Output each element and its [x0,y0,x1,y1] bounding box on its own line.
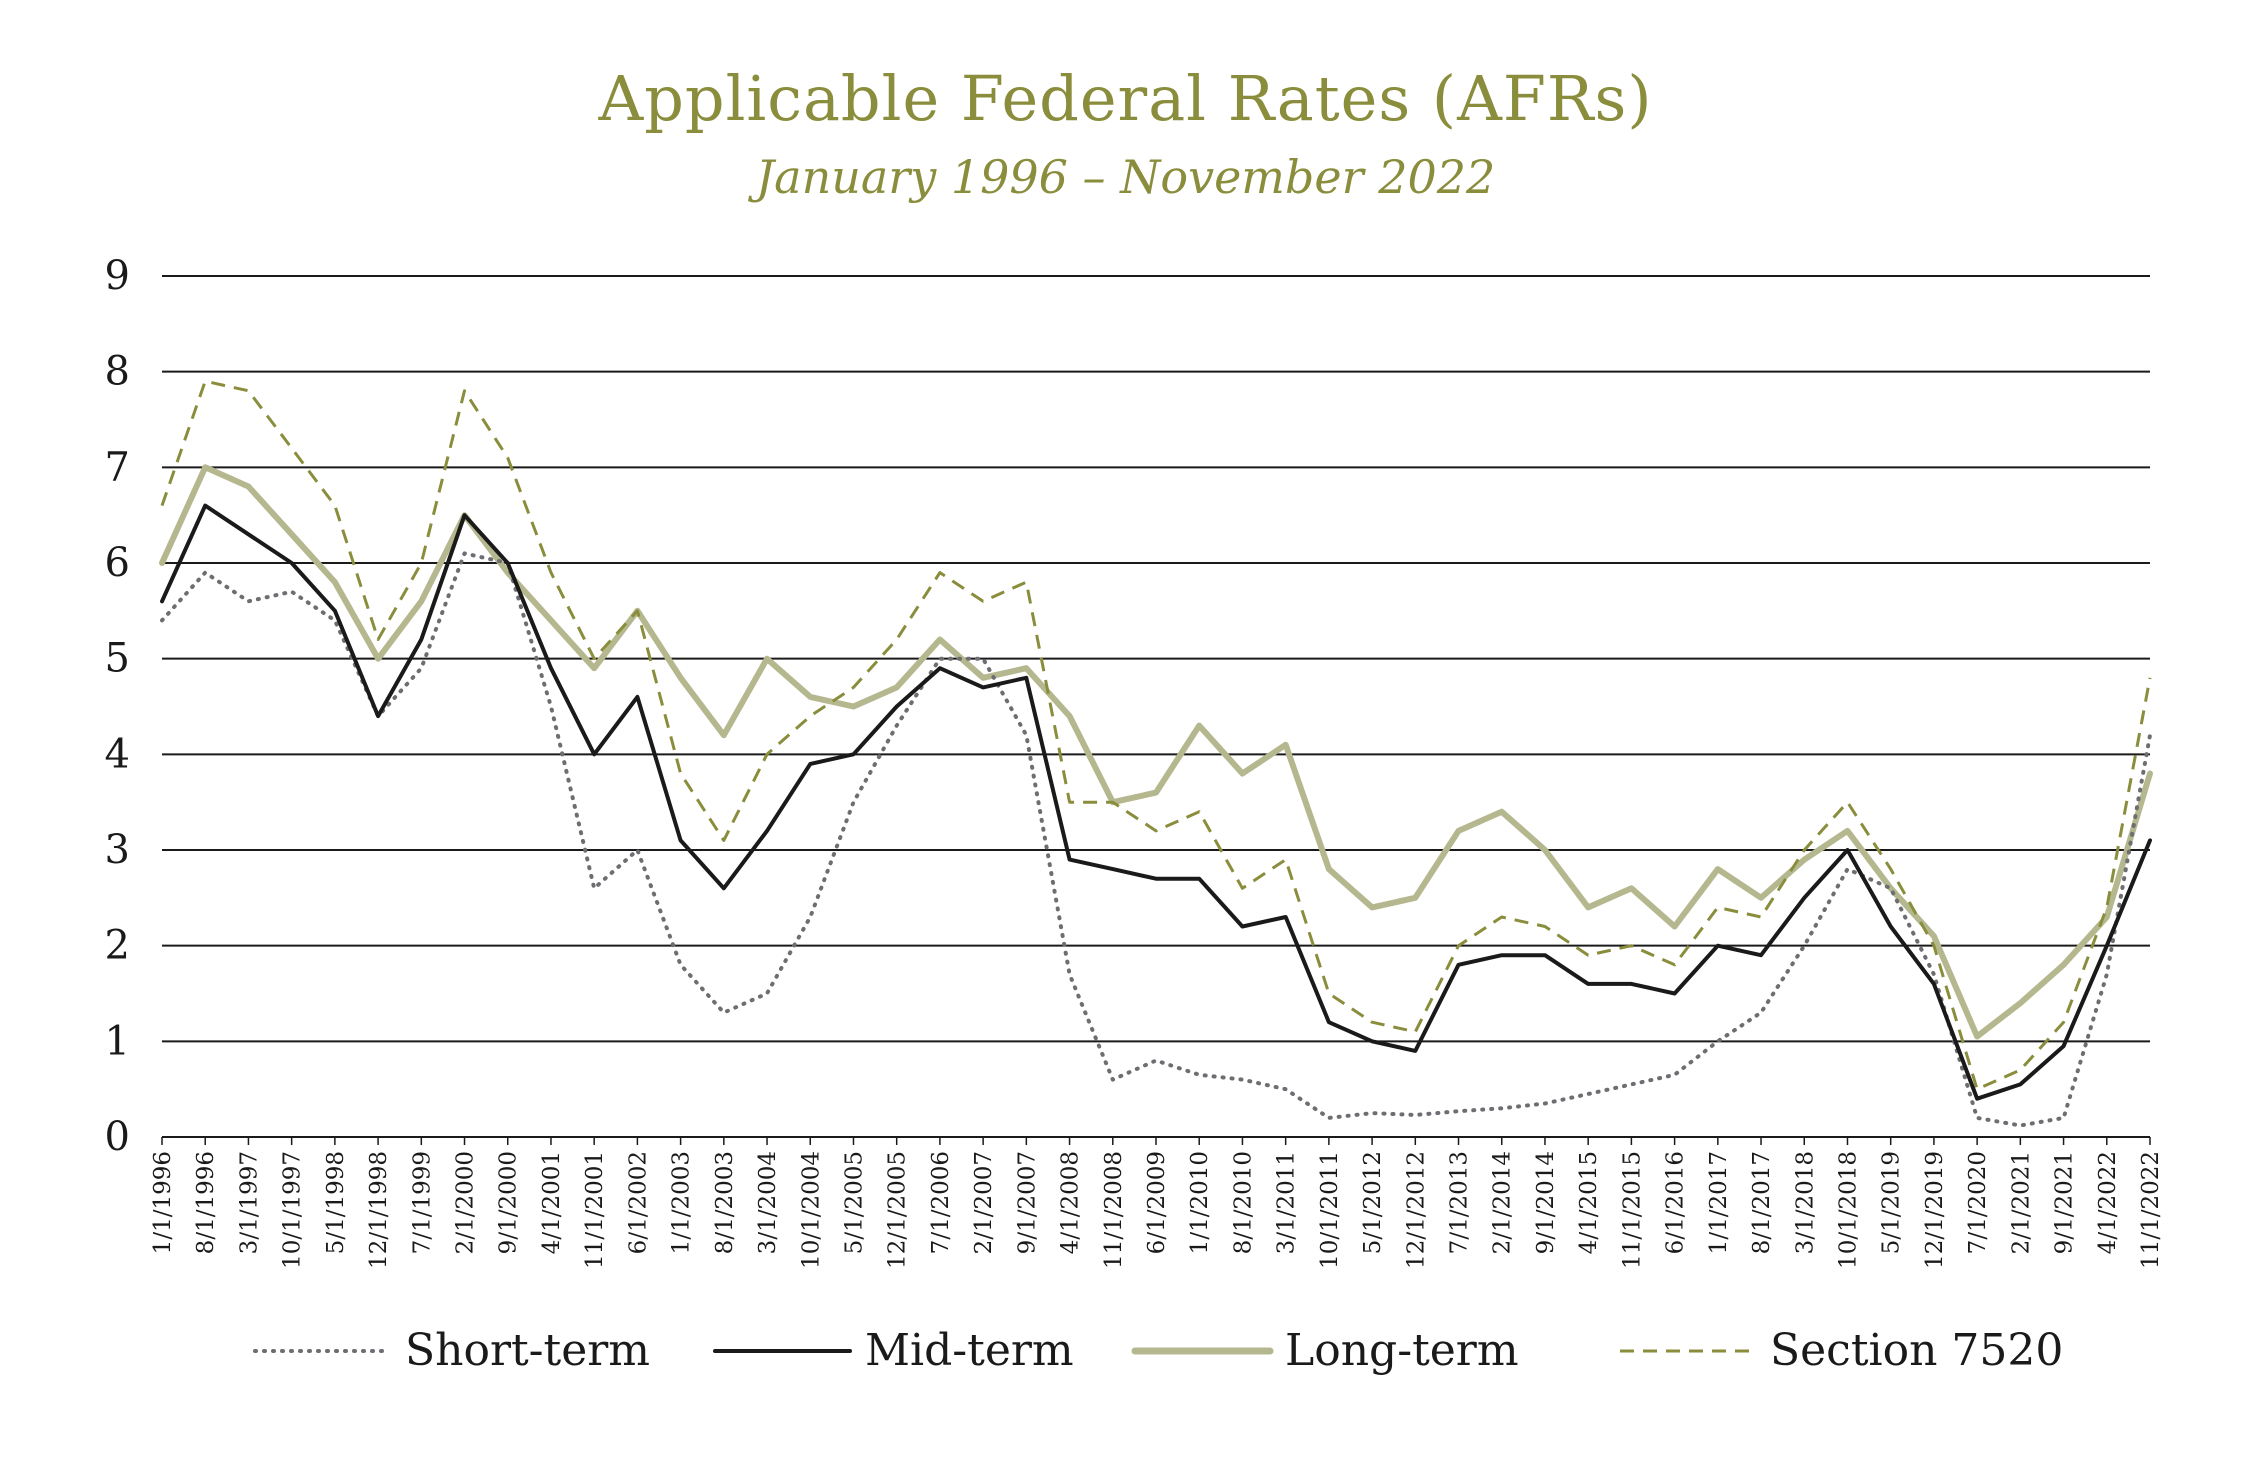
x-tick-label: 3/1/2018 [1792,1151,1818,1254]
x-tick-label: 12/1/1998 [366,1151,392,1269]
x-tick-label: 9/1/2021 [2052,1151,2078,1254]
x-tick-label: 6/1/2009 [1144,1151,1170,1254]
x-axis-ticks: 1/1/1996 8/1/1996 3/1/1997 10/1/1997 5/1/199… [150,1137,2164,1269]
y-tick-label: 5 [105,636,130,682]
series-line-mid-term [160,503,2152,1101]
x-tick-label: 5/1/2019 [1879,1151,1905,1254]
legend: Short-term Mid-term Long-term Section 7520 [253,1325,2063,1376]
x-tick-label: 10/1/2004 [798,1151,824,1269]
y-tick-label: 4 [105,731,130,777]
y-tick-label: 6 [105,540,130,586]
x-tick-label: 7/1/2020 [1965,1151,1991,1254]
x-tick-label: 10/1/2011 [1317,1151,1343,1269]
x-tick-label: 8/1/1996 [193,1151,219,1254]
x-tick-label: 11/1/2008 [1101,1151,1127,1269]
x-tick-label: 12/1/2005 [885,1151,911,1269]
y-tick-label: 2 [105,923,130,969]
x-tick-label: 5/1/2012 [1360,1151,1386,1254]
x-tick-label: 12/1/2012 [1403,1151,1429,1269]
x-tick-label: 6/1/2002 [625,1151,651,1254]
chart-subtitle: January 1996 – November 2022 [755,150,1496,204]
x-tick-label: 5/1/2005 [841,1151,867,1254]
x-tick-label: 1/1/1996 [150,1151,176,1254]
x-tick-label: 2/1/2007 [971,1151,997,1254]
x-tick-label: 7/1/2006 [928,1151,954,1254]
series-lines [159,379,2153,1128]
x-tick-label: 12/1/2019 [1922,1151,1948,1269]
legend-label: Long-term [1285,1325,1519,1376]
x-tick-label: 9/1/2000 [496,1151,522,1254]
chart-title: Applicable Federal Rates (AFRs) [598,62,1653,135]
x-tick-label: 2/1/2014 [1490,1151,1516,1254]
x-tick-label: 3/1/1997 [236,1151,262,1254]
x-tick-label: 4/1/2015 [1576,1151,1602,1254]
x-tick-label: 3/1/2011 [1274,1151,1300,1254]
x-tick-label: 8/1/2010 [1230,1151,1256,1254]
x-tick-label: 8/1/2017 [1749,1151,1775,1254]
y-tick-label: 7 [105,444,130,490]
x-tick-label: 4/1/2022 [2095,1151,2121,1254]
x-tick-label: 2/1/2000 [453,1151,479,1254]
x-tick-label: 1/1/2017 [1706,1151,1732,1254]
x-tick-label: 7/1/1999 [409,1151,435,1254]
x-tick-label: 1/1/2003 [669,1151,695,1254]
x-tick-label: 6/1/2016 [1663,1151,1689,1254]
series-line-short-term [160,551,2152,1128]
y-tick-label: 3 [105,827,130,873]
x-tick-label: 7/1/2013 [1447,1151,1473,1254]
x-tick-label: 10/1/1997 [280,1151,306,1269]
x-tick-label: 4/1/2008 [1058,1151,1084,1254]
x-tick-label: 11/1/2015 [1619,1151,1645,1269]
x-tick-label: 1/1/2010 [1187,1151,1213,1254]
x-tick-label: 10/1/2018 [1835,1151,1861,1269]
x-tick-label: 9/1/2007 [1014,1151,1040,1254]
y-tick-label: 8 [105,349,130,395]
x-tick-label: 11/1/2022 [2138,1151,2164,1269]
gridlines [162,275,2150,1138]
x-tick-label: 9/1/2014 [1533,1151,1559,1254]
legend-label: Section 7520 [1770,1325,2063,1376]
series-line-long-term [159,464,2153,1040]
y-axis-ticks: 0 1 2 3 4 5 6 7 8 9 [105,253,130,1160]
legend-label: Short-term [405,1325,650,1376]
x-tick-label: 4/1/2001 [539,1151,565,1254]
x-tick-label: 8/1/2003 [712,1151,738,1254]
y-tick-label: 9 [105,253,130,299]
y-tick-label: 0 [105,1114,130,1160]
legend-label: Mid-term [865,1325,1074,1376]
x-tick-label: 3/1/2004 [755,1151,781,1254]
x-tick-label: 5/1/1998 [323,1151,349,1254]
x-tick-label: 2/1/2021 [2008,1151,2034,1254]
series-line-section-7520 [160,379,2152,1091]
x-tick-label: 11/1/2001 [582,1151,608,1269]
y-tick-label: 1 [105,1018,130,1064]
